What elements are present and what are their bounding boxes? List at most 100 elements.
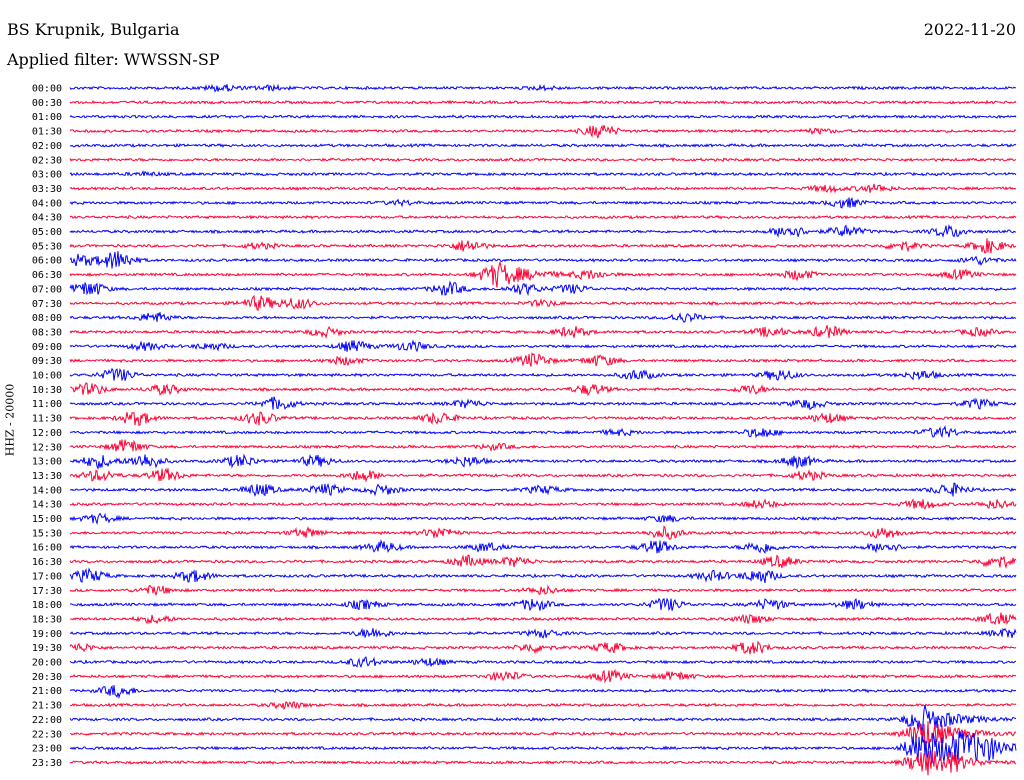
trace-line xyxy=(69,612,1017,626)
time-label: 19:30 xyxy=(32,643,62,654)
trace-line xyxy=(69,512,1017,526)
time-label: 15:30 xyxy=(32,528,62,539)
time-label: 21:30 xyxy=(32,701,62,712)
trace-line xyxy=(69,142,1017,149)
time-label: 09:30 xyxy=(32,356,62,367)
time-label: 16:30 xyxy=(32,557,62,568)
trace-line xyxy=(69,251,1017,269)
time-label: 11:00 xyxy=(32,399,62,410)
time-label: 17:00 xyxy=(32,571,62,582)
trace-line xyxy=(69,539,1017,554)
time-label: 12:00 xyxy=(32,428,62,439)
time-label: 03:00 xyxy=(32,170,62,181)
trace-line xyxy=(69,439,1017,453)
trace-line xyxy=(69,704,1017,736)
trace-line xyxy=(69,261,1017,288)
time-label-group: 00:00 00:30 01:00 01:30 02:00 02:30 03:00 03:30… xyxy=(32,84,62,769)
trace-line xyxy=(69,280,1017,297)
trace-line xyxy=(69,684,1017,700)
time-label: 23:00 xyxy=(32,744,62,755)
time-label: 23:30 xyxy=(32,758,62,769)
filter-label: Applied filter: WWSSN-SP xyxy=(7,50,220,69)
trace-line xyxy=(70,721,1017,748)
trace-line xyxy=(69,183,1017,194)
trace-line xyxy=(69,311,1017,323)
trace-line xyxy=(69,669,1017,684)
trace-line xyxy=(70,482,1017,497)
trace-line xyxy=(69,567,1017,584)
time-label: 01:30 xyxy=(32,127,62,138)
time-label: 06:30 xyxy=(32,270,62,281)
trace-line xyxy=(69,656,1017,668)
trace-line xyxy=(69,352,1017,367)
trace-line xyxy=(69,114,1017,120)
trace-line xyxy=(69,597,1017,612)
trace-line xyxy=(69,554,1017,570)
time-label: 14:30 xyxy=(32,500,62,511)
time-label: 11:30 xyxy=(32,414,62,425)
station-title: BS Krupnik, Bulgaria xyxy=(7,20,180,39)
time-label: 13:30 xyxy=(32,471,62,482)
time-label: 05:30 xyxy=(32,241,62,252)
trace-line xyxy=(69,627,1017,639)
time-label: 22:30 xyxy=(32,729,62,740)
time-label: 17:30 xyxy=(32,586,62,597)
time-label: 04:00 xyxy=(32,198,62,209)
time-label: 19:00 xyxy=(32,629,62,640)
trace-line xyxy=(69,325,1017,340)
time-label: 03:30 xyxy=(32,184,62,195)
time-label: 21:00 xyxy=(32,686,62,697)
trace-line xyxy=(69,731,1017,765)
time-label: 10:00 xyxy=(32,371,62,382)
time-label: 22:00 xyxy=(32,715,62,726)
time-label: 18:00 xyxy=(32,600,62,611)
trace-line xyxy=(69,467,1017,483)
time-label: 00:30 xyxy=(32,98,62,109)
time-label: 06:00 xyxy=(32,256,62,267)
time-label: 01:00 xyxy=(32,112,62,123)
time-label: 13:00 xyxy=(32,457,62,468)
time-label: 07:30 xyxy=(32,299,62,310)
trace-line xyxy=(69,498,1017,510)
trace-line xyxy=(69,700,1017,711)
time-label: 20:30 xyxy=(32,672,62,683)
trace-line xyxy=(69,197,1017,209)
time-label: 09:00 xyxy=(32,342,62,353)
time-label: 04:30 xyxy=(32,213,62,224)
time-label: 16:00 xyxy=(32,543,62,554)
trace-line xyxy=(69,238,1017,254)
trace-line xyxy=(69,396,1017,411)
time-label: 05:00 xyxy=(32,227,62,238)
date-label: 2022-11-20 xyxy=(923,20,1016,39)
time-label: 07:00 xyxy=(32,284,62,295)
trace-line xyxy=(69,170,1017,178)
trace-line xyxy=(69,224,1017,239)
trace-line xyxy=(69,425,1017,439)
time-label: 12:30 xyxy=(32,442,62,453)
trace-line xyxy=(69,339,1017,353)
trace-line xyxy=(69,367,1017,382)
trace-line xyxy=(69,584,1017,597)
trace-line xyxy=(69,382,1017,397)
trace-line xyxy=(69,525,1017,540)
trace-line xyxy=(69,640,1017,655)
time-label: 10:30 xyxy=(32,385,62,396)
trace-line xyxy=(69,411,1017,427)
time-label: 20:00 xyxy=(32,658,62,669)
trace-line xyxy=(69,124,1017,139)
trace-line xyxy=(69,750,1017,776)
time-label: 14:00 xyxy=(32,485,62,496)
time-label: 08:00 xyxy=(32,313,62,324)
time-label: 02:00 xyxy=(32,141,62,152)
trace-line xyxy=(69,83,1017,93)
trace-line xyxy=(69,453,1017,471)
time-label: 18:30 xyxy=(32,614,62,625)
trace-line xyxy=(69,294,1017,312)
trace-group xyxy=(69,83,1017,776)
time-label: 02:30 xyxy=(32,155,62,166)
time-label: 15:00 xyxy=(32,514,62,525)
trace-line xyxy=(69,157,1017,163)
trace-line xyxy=(69,99,1017,105)
